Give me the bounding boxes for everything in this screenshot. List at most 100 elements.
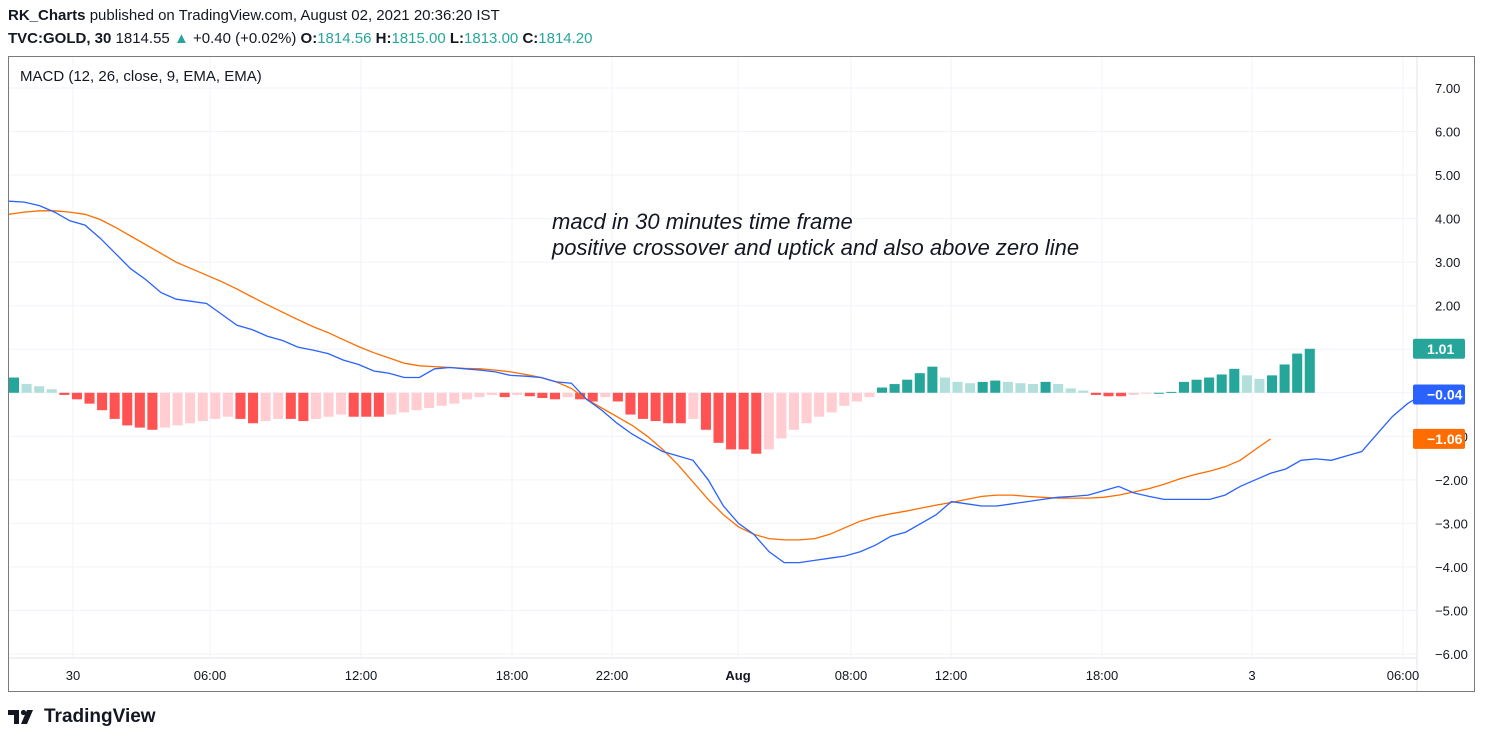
histogram-bar	[1166, 391, 1177, 393]
histogram-bar	[612, 392, 623, 402]
histogram-bar	[436, 392, 447, 406]
histogram-bar	[977, 381, 988, 393]
last-value-badge	[1413, 428, 1465, 449]
high-value: 1815.00	[391, 30, 446, 47]
time-tick-label: 06:00	[1387, 668, 1420, 683]
histogram-bar	[34, 386, 45, 393]
histogram-bar	[1065, 388, 1076, 393]
price-tick-label: 6.00	[1435, 125, 1460, 140]
time-tick-label: 18:00	[1086, 668, 1119, 683]
histogram-bar	[9, 377, 20, 393]
high-label: H:	[375, 30, 392, 47]
histogram-bar	[97, 392, 108, 411]
histogram-bar	[59, 392, 70, 395]
up-arrow-icon: ▲	[173, 30, 189, 47]
histogram-bar	[424, 392, 435, 409]
histogram-bar	[474, 392, 485, 398]
histogram-bar	[122, 392, 133, 426]
histogram-bar	[185, 392, 196, 424]
grid-lines	[9, 57, 1417, 658]
price-tick-label: 7.00	[1435, 81, 1460, 96]
author-name[interactable]: RK_Charts	[8, 7, 86, 24]
histogram-bar	[147, 392, 158, 430]
histogram-bar	[84, 392, 95, 404]
histogram-bar	[159, 392, 171, 428]
histogram-bar	[788, 392, 800, 430]
histogram-bar	[1279, 364, 1290, 393]
histogram-bar	[248, 392, 259, 424]
histogram-bar	[1141, 392, 1152, 394]
histogram-bar	[487, 392, 498, 395]
histogram-bar	[1241, 375, 1252, 393]
histogram-bar	[310, 392, 321, 419]
histogram-bar	[361, 392, 372, 417]
price-change: +0.40 (+0.02%)	[192, 30, 297, 47]
histogram-bar	[499, 392, 510, 398]
histogram-bar	[461, 392, 472, 400]
histogram-bar	[1128, 392, 1139, 395]
histogram-bar	[336, 392, 347, 415]
price-tick-label: 2.00	[1435, 299, 1460, 314]
macd-line	[8, 200, 1423, 564]
last-value-text: −1.06	[1427, 431, 1463, 447]
histogram-bar	[298, 392, 309, 422]
histogram-bar	[1153, 392, 1164, 394]
histogram-bar	[1191, 379, 1202, 393]
last-value-text: −0.04	[1427, 387, 1463, 403]
close-label: C:	[522, 30, 539, 47]
histogram-bar	[348, 392, 359, 417]
histogram-bar	[776, 392, 787, 439]
histogram-bar	[1178, 381, 1190, 393]
histogram-bar	[826, 392, 837, 413]
histogram-bar	[738, 392, 749, 450]
price-tick-label: 4.00	[1435, 212, 1460, 227]
low-label: L:	[449, 30, 465, 47]
histogram-bar	[1027, 384, 1039, 393]
histogram-bar	[134, 392, 145, 428]
histogram-bar	[386, 392, 397, 415]
histogram-bar	[285, 392, 296, 419]
signal-line	[8, 210, 1271, 541]
histogram-bar	[663, 392, 674, 424]
last-value-badge	[1413, 338, 1465, 359]
histogram-bar	[1015, 383, 1026, 393]
histogram-bar	[927, 366, 938, 393]
histogram-bar	[1103, 392, 1114, 397]
open-label: O:	[300, 30, 318, 47]
macd-chart[interactable]: 7.006.005.004.003.002.001.000.00−1.00−2.…	[8, 57, 1474, 691]
histogram-bar	[172, 392, 183, 426]
time-tick-label: 30	[66, 668, 80, 683]
histogram-bar	[650, 392, 661, 422]
time-tick-label: Aug	[725, 668, 750, 683]
ohlc-line: TVC:GOLD, 30 1814.55 ▲ +0.40 (+0.02%) O:…	[8, 30, 593, 47]
histogram-bar	[398, 392, 410, 413]
histogram-bar	[751, 392, 762, 454]
chart-frame[interactable]: 7.006.005.004.003.002.001.000.00−1.00−2.…	[8, 56, 1475, 692]
last-value-labels: 1.01 −0.04 −1.06	[1413, 338, 1465, 449]
histogram-bar	[1078, 390, 1089, 393]
time-tick-label: 12:00	[935, 668, 968, 683]
time-tick-label: 22:00	[596, 668, 629, 683]
histogram-bar	[71, 392, 82, 400]
histogram-bar	[1229, 368, 1240, 393]
histogram-bar	[323, 392, 334, 417]
time-tick-label: 18:00	[496, 668, 529, 683]
histogram-bar	[46, 389, 57, 393]
histogram-bar	[889, 384, 900, 393]
histogram-bar	[877, 387, 888, 393]
histogram-bar	[210, 392, 221, 419]
histogram-bar	[1254, 378, 1265, 393]
annotation-line-1: macd in 30 minutes time frame	[552, 209, 853, 234]
tradingview-logo[interactable]: TradingView	[8, 706, 156, 728]
price-axis: 7.006.005.004.003.002.001.000.00−1.00−2.…	[1435, 81, 1468, 662]
indicator-title[interactable]: MACD (12, 26, close, 9, EMA, EMA)	[20, 68, 262, 85]
histogram-bar	[575, 392, 586, 400]
histogram-bar	[222, 392, 233, 417]
histogram-bar	[1116, 392, 1127, 397]
histogram-bar	[1267, 375, 1278, 393]
histogram-bar	[939, 377, 950, 393]
price-tick-label: −2.00	[1435, 473, 1468, 488]
histogram-bar	[851, 392, 862, 402]
histogram-bar	[109, 392, 120, 419]
histogram-bar	[562, 392, 573, 398]
